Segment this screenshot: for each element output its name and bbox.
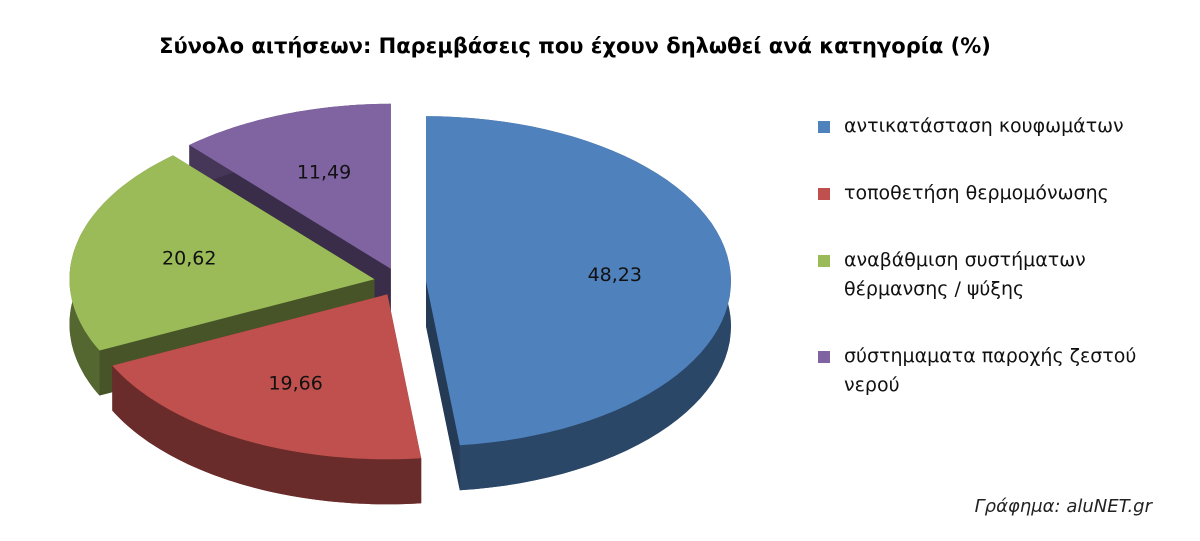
- slice-side: [426, 281, 460, 491]
- legend-label: σύστημαματα παροχής ζεστού νερού: [844, 345, 1137, 396]
- slice: [69, 155, 375, 351]
- legend-swatch: [818, 351, 830, 363]
- legend-item: τοποθετήση θερμομόνωσης: [818, 179, 1178, 208]
- slice-side: [112, 365, 422, 505]
- legend: αντικατάσταση κουφωμάτων τοποθετήση θερμο…: [818, 112, 1178, 438]
- pie-chart: 48,23 19,66 20,62 11,49: [69, 103, 731, 505]
- slice: [426, 116, 731, 446]
- slice: [189, 103, 391, 269]
- slice: [112, 294, 422, 460]
- legend-swatch: [818, 255, 830, 267]
- legend-item: σύστημαματα παροχής ζεστού νερού: [818, 342, 1178, 400]
- slice-tops: 48,23 19,66 20,62 11,49: [69, 103, 731, 460]
- legend-item: αναβάθμιση συστήματων θέρμανσης / ψύξης: [818, 246, 1178, 304]
- data-label: 19,66: [268, 372, 322, 394]
- data-label: 11,49: [297, 162, 351, 184]
- data-label: 48,23: [588, 264, 642, 286]
- legend-swatch: [818, 121, 830, 133]
- legend-label: αντικατάσταση κουφωμάτων: [844, 115, 1124, 137]
- legend-label: αναβάθμιση συστήματων θέρμανσης / ψύξης: [844, 249, 1086, 300]
- legend-label: τοποθετήση θερμομόνωσης: [844, 182, 1109, 204]
- data-label: 20,62: [162, 247, 216, 269]
- legend-item: αντικατάσταση κουφωμάτων: [818, 112, 1178, 141]
- legend-swatch: [818, 188, 830, 200]
- chart-title: Σύνολο αιτήσεων: Παρεμβάσεις που έχουν δ…: [159, 34, 991, 58]
- source-note: Γράφημα: aluNET.gr: [974, 496, 1152, 517]
